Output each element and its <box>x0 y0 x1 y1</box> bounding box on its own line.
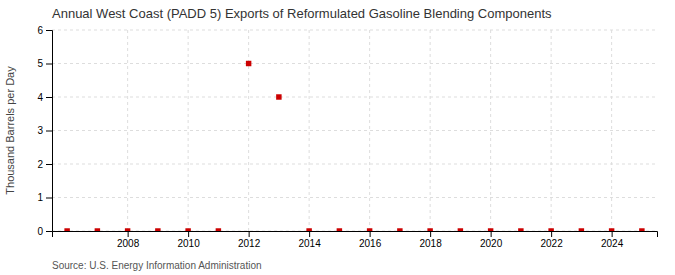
grid-line-x <box>248 30 249 231</box>
point <box>397 228 402 231</box>
tick: 2022 <box>541 231 564 249</box>
tick: 2010 <box>178 231 201 249</box>
point <box>518 228 523 231</box>
point <box>367 228 372 231</box>
tick-label: 0 <box>37 226 43 237</box>
source-note: Source: U.S. Energy Information Administ… <box>52 260 262 271</box>
tick-label: 2024 <box>601 238 624 249</box>
tick: 0 <box>37 226 52 237</box>
y-axis: 0 1 2 3 4 5 6 <box>37 25 52 237</box>
tick: 2 <box>37 159 52 170</box>
point <box>185 228 190 231</box>
tick: 2018 <box>420 231 443 249</box>
tick-label: 5 <box>37 58 43 69</box>
point <box>548 228 553 231</box>
point <box>95 228 100 231</box>
tick-mark <box>128 231 129 237</box>
grid-line-x <box>430 30 431 231</box>
point <box>125 228 130 231</box>
tick-label: 2020 <box>480 238 503 249</box>
tick-mark <box>46 30 52 31</box>
x-axis: 2008 2010 2012 2014 2016 2018 2020 2022 2024 <box>53 231 658 249</box>
tick-mark <box>46 131 52 132</box>
grid-line-y <box>52 63 657 64</box>
point <box>488 228 493 231</box>
grid-line-x <box>309 30 310 231</box>
point <box>64 228 69 231</box>
tick-label: 2014 <box>299 238 322 249</box>
tick-label: 3 <box>37 125 43 136</box>
tick-mark <box>46 231 52 232</box>
point <box>337 228 342 231</box>
tick: 6 <box>37 25 52 36</box>
grid-line-y <box>52 97 657 98</box>
tick-label: 2016 <box>359 238 382 249</box>
point <box>246 61 251 66</box>
tick-mark <box>370 231 371 237</box>
point <box>458 228 463 231</box>
grid-line-y <box>52 130 657 131</box>
tick: 1 <box>37 192 52 203</box>
tick-mark <box>430 231 431 237</box>
tick-mark <box>46 164 52 165</box>
grid <box>52 30 657 231</box>
point <box>427 228 432 231</box>
point <box>639 228 644 231</box>
tick: 4 <box>37 92 52 103</box>
tick: 2024 <box>601 231 624 249</box>
point <box>216 228 221 231</box>
point <box>609 228 614 231</box>
tick-label: 6 <box>37 25 43 36</box>
axis-line <box>46 31 53 232</box>
y-axis-label: Thousand Barrels per Day <box>4 66 16 195</box>
tick-mark <box>309 231 310 237</box>
tick: 2016 <box>359 231 382 249</box>
axis-line <box>53 232 658 238</box>
tick: 3 <box>37 125 52 136</box>
grid-line-x <box>369 30 370 231</box>
point <box>276 94 281 99</box>
title: Annual West Coast (PADD 5) Exports of Re… <box>52 6 552 21</box>
grid-line-x <box>188 30 189 231</box>
tick: 2020 <box>480 231 503 249</box>
grid-line-y <box>52 164 657 165</box>
tick-mark <box>249 231 250 237</box>
tick-label: 2 <box>37 159 43 170</box>
tick-label: 2010 <box>178 238 201 249</box>
grid-line-y <box>52 197 657 198</box>
tick-mark <box>46 198 52 199</box>
grid-line-x <box>490 30 491 231</box>
point <box>155 228 160 231</box>
tick-mark <box>46 97 52 98</box>
tick-label: 2008 <box>117 238 140 249</box>
tick-label: 2022 <box>541 238 564 249</box>
tick-mark <box>612 231 613 237</box>
grid-line-x <box>551 30 552 231</box>
tick: 2008 <box>117 231 140 249</box>
tick-mark <box>551 231 552 237</box>
point <box>306 228 311 231</box>
tick: 5 <box>37 58 52 69</box>
grid-line-x <box>611 30 612 231</box>
marks <box>64 61 644 231</box>
tick-mark <box>491 231 492 237</box>
tick-mark <box>188 231 189 237</box>
tick-label: 2012 <box>238 238 261 249</box>
chart: 2008 2010 2012 2014 2016 2018 2020 2022 2024 0 1 2 3… <box>0 0 675 275</box>
point <box>579 228 584 231</box>
tick-label: 4 <box>37 92 43 103</box>
tick: 2012 <box>238 231 261 249</box>
plot-area: 2008 2010 2012 2014 2016 2018 2020 2022 2024 0 1 2 3… <box>37 25 657 249</box>
tick-label: 1 <box>37 192 43 203</box>
tick-label: 2018 <box>420 238 443 249</box>
grid-line-y <box>52 30 657 31</box>
grid-line-x <box>127 30 128 231</box>
tick-mark <box>46 64 52 65</box>
tick: 2014 <box>299 231 322 249</box>
